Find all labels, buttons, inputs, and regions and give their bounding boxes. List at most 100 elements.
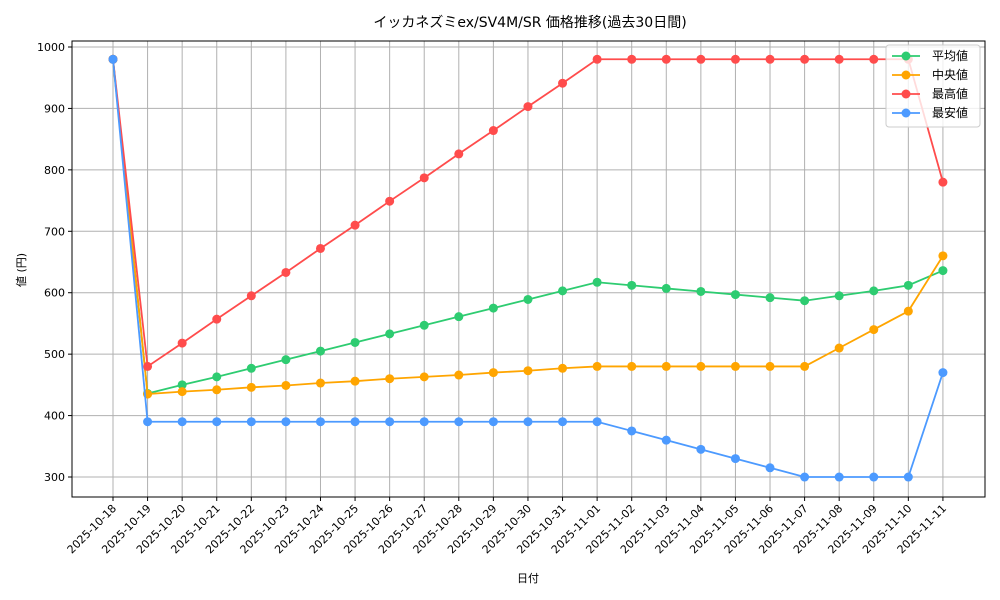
data-point xyxy=(419,417,429,427)
data-point xyxy=(834,54,844,64)
data-point xyxy=(627,54,637,64)
data-point xyxy=(800,296,810,306)
data-point xyxy=(800,54,810,64)
data-point xyxy=(488,368,498,378)
data-point xyxy=(903,280,913,290)
data-point xyxy=(246,363,256,373)
legend-marker-icon xyxy=(901,70,911,80)
series-最安値 xyxy=(108,54,948,482)
legend-label: 最安値 xyxy=(932,105,968,120)
data-point xyxy=(558,363,568,373)
data-point xyxy=(212,372,222,382)
y-tick-label: 300 xyxy=(44,471,65,484)
data-point xyxy=(350,220,360,230)
data-point xyxy=(385,417,395,427)
data-point xyxy=(419,173,429,183)
legend-label: 平均値 xyxy=(932,48,968,63)
series-最高値 xyxy=(108,54,948,371)
data-point xyxy=(869,286,879,296)
data-point xyxy=(177,417,187,427)
legend-item: 最安値 xyxy=(892,105,968,120)
data-point xyxy=(558,286,568,296)
data-point xyxy=(730,454,740,464)
data-point xyxy=(938,251,948,261)
data-point xyxy=(800,361,810,371)
x-axis: 2025-10-182025-10-192025-10-202025-10-21… xyxy=(65,497,949,556)
data-point xyxy=(696,361,706,371)
legend-marker-icon xyxy=(901,108,911,118)
y-tick-label: 600 xyxy=(44,287,65,300)
data-point xyxy=(765,463,775,473)
data-point xyxy=(627,426,637,436)
data-point xyxy=(903,472,913,482)
data-point xyxy=(869,54,879,64)
data-point xyxy=(454,149,464,159)
data-point xyxy=(938,177,948,187)
data-point xyxy=(246,417,256,427)
data-point xyxy=(454,417,464,427)
data-point xyxy=(592,417,602,427)
data-point xyxy=(730,290,740,300)
legend-marker-icon xyxy=(901,51,911,61)
data-point xyxy=(281,417,291,427)
data-point xyxy=(661,361,671,371)
data-point xyxy=(730,54,740,64)
data-point xyxy=(246,382,256,392)
legend-label: 中央値 xyxy=(932,67,968,82)
data-point xyxy=(869,325,879,335)
data-point xyxy=(108,54,118,64)
data-point xyxy=(869,472,879,482)
data-point xyxy=(385,374,395,384)
data-point xyxy=(454,312,464,322)
data-point xyxy=(627,280,637,290)
data-point xyxy=(523,102,533,112)
series-lines xyxy=(108,54,948,482)
data-point xyxy=(627,361,637,371)
plot-area-frame xyxy=(71,40,986,498)
data-point xyxy=(558,78,568,88)
data-point xyxy=(800,472,810,482)
data-point xyxy=(143,361,153,371)
data-point xyxy=(592,54,602,64)
data-point xyxy=(903,306,913,316)
y-tick-label: 500 xyxy=(44,348,65,361)
data-point xyxy=(938,368,948,378)
data-point xyxy=(661,54,671,64)
data-point xyxy=(523,294,533,304)
data-point xyxy=(315,346,325,356)
legend-item: 最高値 xyxy=(892,86,968,101)
data-point xyxy=(938,266,948,276)
y-tick-label: 800 xyxy=(44,164,65,177)
series-中央値 xyxy=(108,54,948,399)
data-point xyxy=(177,338,187,348)
y-tick-label: 900 xyxy=(44,102,65,115)
data-point xyxy=(696,444,706,454)
data-point xyxy=(212,314,222,324)
data-point xyxy=(350,417,360,427)
data-point xyxy=(212,385,222,395)
data-point xyxy=(385,196,395,206)
chart-title: イッカネズミex/SV4M/SR 価格推移(過去30日間) xyxy=(373,15,686,31)
data-point xyxy=(765,293,775,303)
data-point xyxy=(143,417,153,427)
data-point xyxy=(765,54,775,64)
data-point xyxy=(177,387,187,397)
data-point xyxy=(281,355,291,365)
data-point xyxy=(350,337,360,347)
legend-item: 中央値 xyxy=(892,67,968,82)
data-point xyxy=(281,267,291,277)
data-point xyxy=(385,329,395,339)
data-point xyxy=(315,243,325,253)
data-point xyxy=(558,417,568,427)
y-tick-label: 400 xyxy=(44,410,65,423)
y-tick-label: 700 xyxy=(44,225,65,238)
data-point xyxy=(661,435,671,445)
data-point xyxy=(454,370,464,380)
data-point xyxy=(730,361,740,371)
data-point xyxy=(488,417,498,427)
data-point xyxy=(696,54,706,64)
data-point xyxy=(246,291,256,301)
data-point xyxy=(523,417,533,427)
data-point xyxy=(419,372,429,382)
